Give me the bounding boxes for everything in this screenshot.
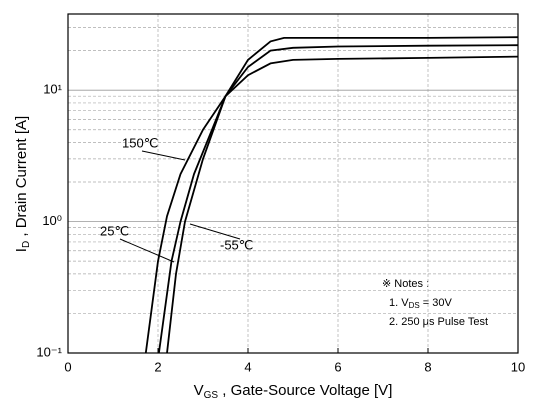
x-tick-label: 8 <box>424 359 431 374</box>
x-tick-label: 4 <box>244 359 251 374</box>
series-line <box>144 55 519 354</box>
y-tick-label: 10⁰ <box>42 213 62 228</box>
y-tick-label: 10¹ <box>43 82 62 97</box>
label-arrow <box>119 238 175 263</box>
x-tick-label: 0 <box>64 359 71 374</box>
series-line <box>158 44 519 354</box>
label-arrow <box>189 223 241 240</box>
series-line <box>166 36 519 354</box>
label-text: V <box>194 382 204 399</box>
label-sub: GS <box>204 390 219 401</box>
x-tick-label: 10 <box>511 359 525 374</box>
label-arrow <box>141 150 186 161</box>
notes-line: 2. 250 μs Pulse Test <box>389 316 488 328</box>
x-axis-label: VGS , Gate-Source Voltage [V] <box>194 382 393 401</box>
label-text: , Drain Current [A] <box>13 116 30 241</box>
x-tick-label: 6 <box>334 359 341 374</box>
label-text: I <box>13 248 30 252</box>
x-tick-label: 2 <box>154 359 161 374</box>
plot-frame <box>67 13 519 354</box>
y-tick-label: 10⁻¹ <box>36 344 62 359</box>
label-sub: D <box>21 241 32 248</box>
y-axis-label: ID , Drain Current [A] <box>13 116 32 252</box>
legend-label: 150℃ <box>122 135 158 150</box>
label-text: , Gate-Source Voltage [V] <box>218 382 392 399</box>
notes-line: 1. VDS = 30V <box>389 297 452 310</box>
notes-text: 1. V <box>389 297 409 309</box>
legend-label: 25℃ <box>100 223 129 238</box>
notes-sub: DS <box>409 301 420 310</box>
notes-text: = 30V <box>420 297 453 309</box>
legend-label: -55℃ <box>220 237 253 252</box>
notes-title: ※ Notes : <box>382 278 429 290</box>
